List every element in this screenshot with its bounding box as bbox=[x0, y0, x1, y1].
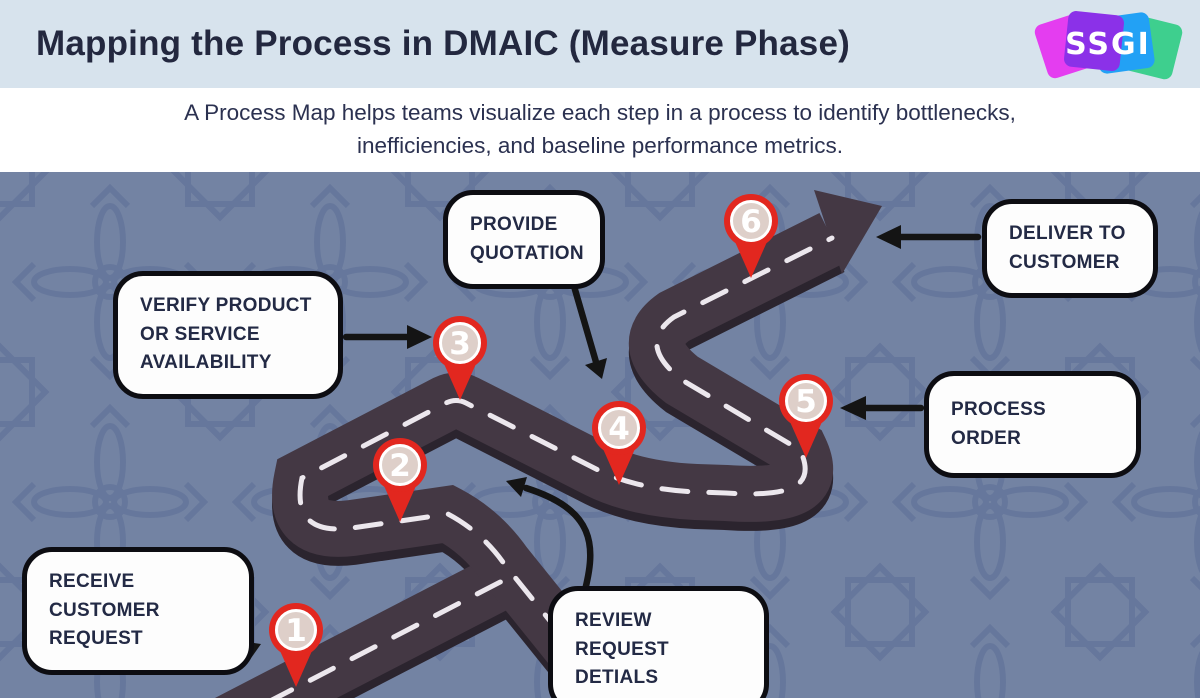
arrow-head-pin-6 bbox=[876, 225, 901, 249]
road-arrow-head bbox=[814, 190, 882, 274]
pin-1-number: 1 bbox=[285, 613, 307, 649]
road-center-dashes bbox=[270, 235, 835, 698]
road-main-path bbox=[272, 212, 845, 698]
page-title: Mapping the Process in DMAIC (Measure Ph… bbox=[36, 24, 850, 63]
arrow-head-pin-4 bbox=[585, 358, 607, 379]
map-pin-5: 5 bbox=[779, 374, 833, 458]
callout-step-4: PROVIDE QUOTATION bbox=[443, 190, 605, 289]
map-pin-6: 6 bbox=[724, 194, 778, 278]
header: Mapping the Process in DMAIC (Measure Ph… bbox=[0, 0, 1200, 88]
callout-step-3: VERIFY PRODUCT OR SERVICE AVAILABILITY bbox=[113, 271, 343, 399]
pin-5-number: 5 bbox=[795, 384, 817, 420]
pin-2-number: 2 bbox=[389, 448, 411, 484]
callout-step-2-label: REVIEW REQUEST DETIALS bbox=[575, 610, 669, 688]
subtitle-text: A Process Map helps teams visualize each… bbox=[184, 100, 1016, 158]
callout-step-4-label: PROVIDE QUOTATION bbox=[470, 214, 584, 264]
callout-step-3-label: VERIFY PRODUCT OR SERVICE AVAILABILITY bbox=[140, 295, 312, 373]
pin-4-number: 4 bbox=[608, 411, 630, 447]
pin-6-number: 6 bbox=[740, 204, 762, 240]
callout-step-5: PROCESS ORDER bbox=[924, 371, 1141, 478]
subtitle-band: A Process Map helps teams visualize each… bbox=[0, 88, 1200, 172]
logo-text: SSGI bbox=[1065, 26, 1151, 62]
callout-step-6-label: DELIVER TO CUSTOMER bbox=[1009, 223, 1126, 273]
callout-step-2: REVIEW REQUEST DETIALS bbox=[548, 586, 769, 698]
process-map-diagram: 1 2 3 4 bbox=[0, 172, 1200, 698]
callout-step-5-label: PROCESS ORDER bbox=[951, 399, 1047, 449]
callout-step-1: RECEIVE CUSTOMER REQUEST bbox=[22, 547, 254, 675]
map-pin-1: 1 bbox=[269, 603, 323, 687]
map-pin-4: 4 bbox=[592, 401, 646, 485]
pin-3-number: 3 bbox=[449, 326, 471, 362]
map-pin-2: 2 bbox=[373, 438, 427, 522]
callout-step-6: DELIVER TO CUSTOMER bbox=[982, 199, 1158, 298]
ssgi-logo: SSGI bbox=[1032, 8, 1184, 81]
arrow-head-pin-2 bbox=[506, 477, 527, 497]
arrow-head-pin-3 bbox=[407, 325, 432, 349]
arrow-to-pin-2 bbox=[522, 484, 594, 598]
arrow-head-pin-5 bbox=[840, 396, 866, 420]
callout-step-1-label: RECEIVE CUSTOMER REQUEST bbox=[49, 571, 160, 649]
map-pin-3: 3 bbox=[433, 316, 487, 400]
